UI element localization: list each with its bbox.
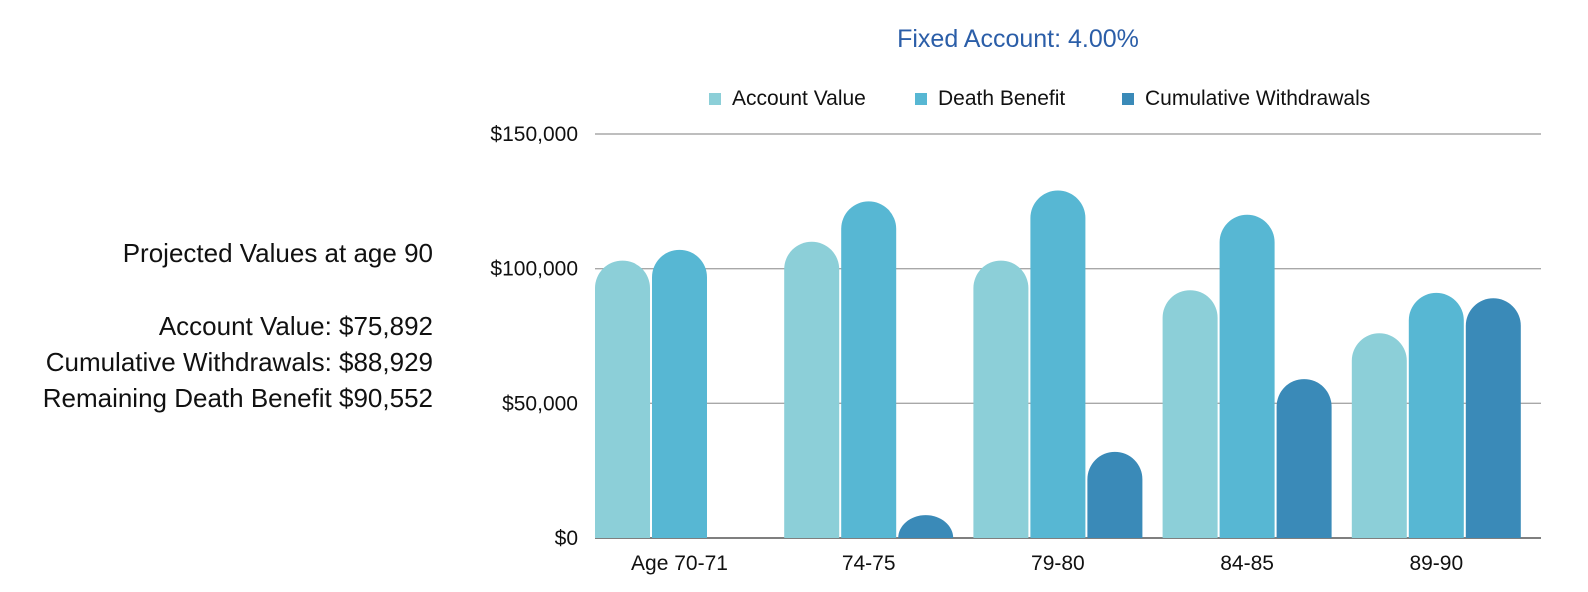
bar-cumulative-withdrawals [898,515,954,538]
bar-account-value [784,241,840,538]
bar-death-benefit [1030,190,1086,538]
x-tick-label: Age 70-71 [631,552,728,575]
bar-account-value [973,260,1029,538]
bar-cumulative-withdrawals [1465,298,1521,538]
projected-values-summary: Projected Values at age 90 Account Value… [0,236,433,416]
y-tick-label: $150,000 [490,123,578,146]
bar-cumulative-withdrawals [1276,379,1332,538]
summary-heading: Projected Values at age 90 [122,238,433,268]
legend-swatch [1122,93,1134,105]
bar-death-benefit [1408,292,1464,538]
chart-bars [595,190,1521,539]
bar-account-value [1162,290,1218,538]
bar-cumulative-withdrawals [1087,451,1143,538]
legend-label: Death Benefit [938,87,1065,110]
legend-label: Cumulative Withdrawals [1145,87,1370,110]
bar-account-value [1351,333,1407,538]
y-tick-label: $0 [555,527,578,550]
x-tick-label: 79-80 [1031,552,1085,575]
bar-account-value [595,260,650,538]
bar-death-benefit [1219,214,1275,539]
legend-swatch [915,93,927,105]
chart-title: Fixed Account: 4.00% [897,25,1139,53]
y-tick-label: $100,000 [490,258,578,281]
y-tick-label: $50,000 [502,392,578,415]
summary-cumulative-withdrawals: Cumulative Withdrawals: $88,929 [45,347,433,377]
x-tick-label: 89-90 [1409,552,1463,575]
bar-death-benefit [841,201,897,538]
x-tick-label: 84-85 [1220,552,1274,575]
legend-label: Account Value [732,87,866,110]
chart-legend: Account Value Death Benefit Cumulative Wit… [709,87,1370,110]
summary-remaining-death-benefit: Remaining Death Benefit $90,552 [42,383,433,413]
x-tick-label: 74-75 [842,552,896,575]
legend-swatch [709,93,721,105]
bar-death-benefit [652,249,707,538]
chart-axis-labels: $0 $50,000 $100,000 $150,000 Age 70-71 74-75 7… [490,123,1463,575]
summary-account-value: Account Value: $75,892 [158,311,433,341]
